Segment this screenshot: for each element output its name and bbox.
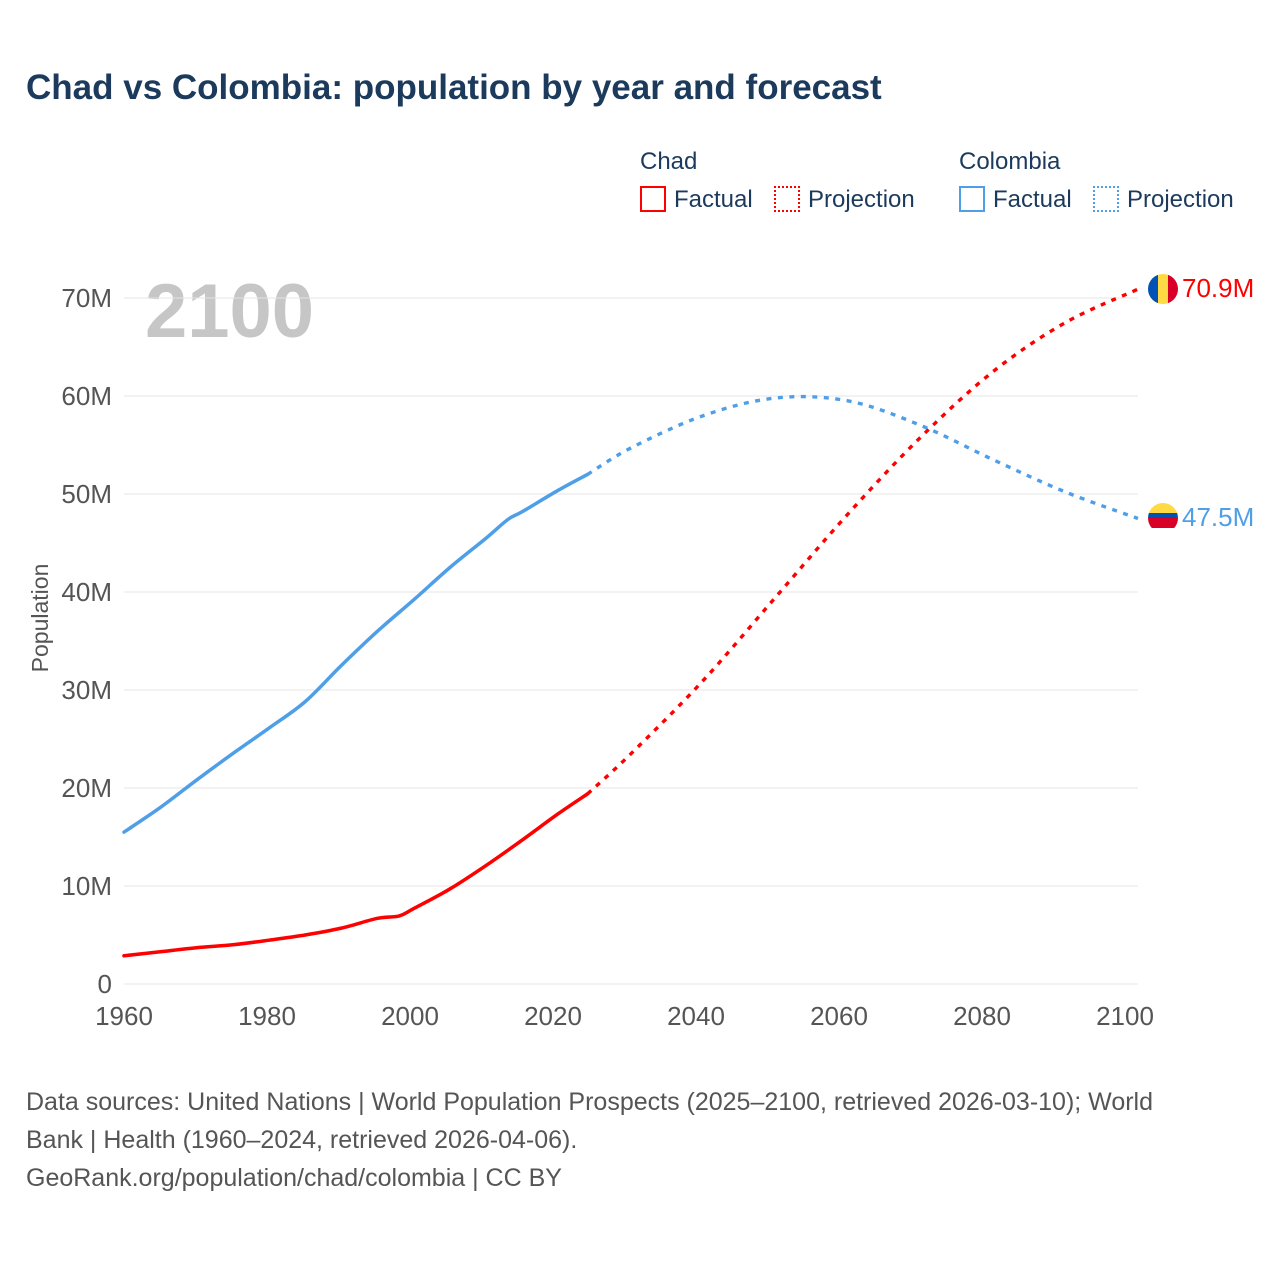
svg-text:Population: Population [27, 564, 53, 673]
svg-text:2020: 2020 [524, 1001, 582, 1031]
svg-text:2060: 2060 [810, 1001, 868, 1031]
svg-text:2000: 2000 [381, 1001, 439, 1031]
svg-text:2040: 2040 [667, 1001, 725, 1031]
svg-text:10M: 10M [61, 871, 112, 901]
svg-text:2080: 2080 [953, 1001, 1011, 1031]
svg-text:0: 0 [98, 969, 112, 999]
svg-text:50M: 50M [61, 479, 112, 509]
svg-text:1960: 1960 [95, 1001, 153, 1031]
svg-text:30M: 30M [61, 675, 112, 705]
svg-text:20M: 20M [61, 773, 112, 803]
svg-text:47.5M: 47.5M [1182, 502, 1254, 532]
svg-text:70M: 70M [61, 283, 112, 313]
svg-text:70.9M: 70.9M [1182, 273, 1254, 303]
svg-text:60M: 60M [61, 381, 112, 411]
svg-text:40M: 40M [61, 577, 112, 607]
svg-text:1980: 1980 [238, 1001, 296, 1031]
svg-text:2100: 2100 [1096, 1001, 1154, 1031]
